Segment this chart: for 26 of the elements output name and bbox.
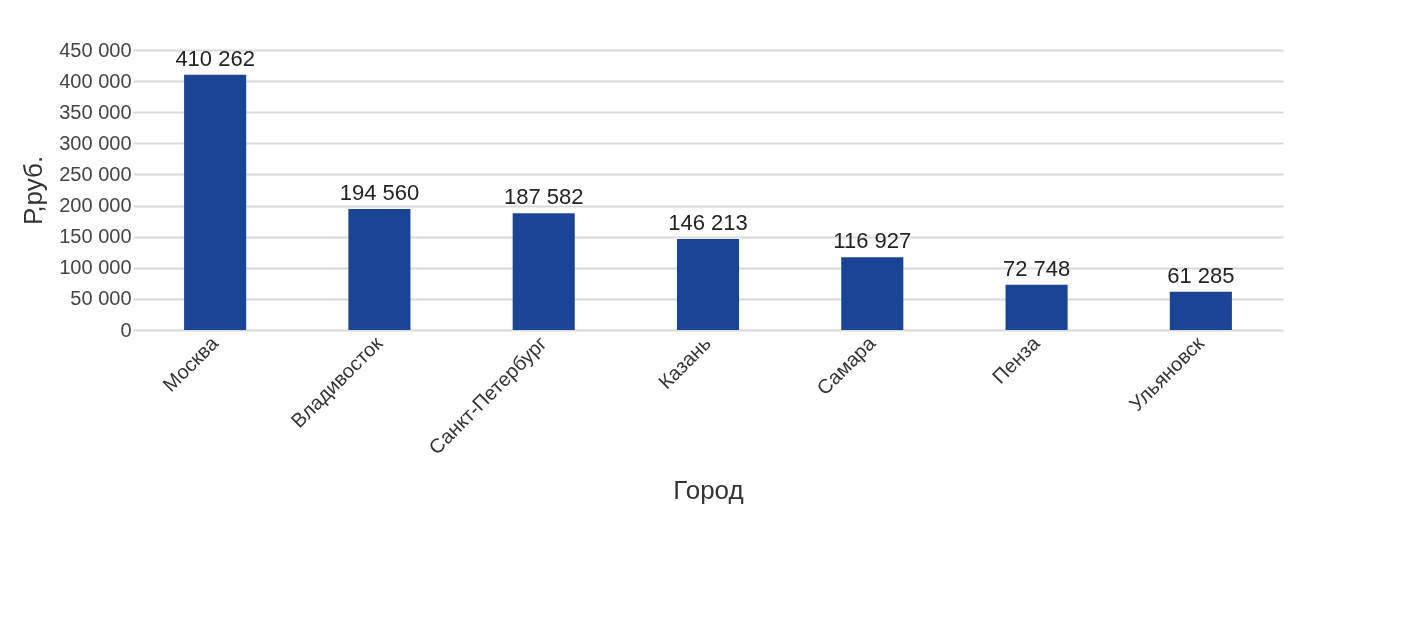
y-tick-label: 0 [120, 318, 132, 341]
y-tick-label: 250 000 [59, 162, 132, 185]
y-tick-label: 100 000 [59, 256, 132, 279]
y-axis-title: Р,руб. [18, 155, 49, 226]
y-tick-label: 400 000 [59, 69, 132, 92]
y-tick-label: 150 000 [59, 225, 132, 248]
y-tick-label: 300 000 [59, 131, 132, 154]
bar [1169, 291, 1232, 330]
data-label: 187 582 [503, 184, 584, 210]
bar [348, 208, 411, 330]
y-tick-label: 350 000 [59, 100, 132, 123]
data-label: 410 262 [175, 45, 255, 71]
data-label: 116 927 [833, 228, 912, 254]
data-label: 72 748 [1002, 255, 1071, 281]
data-label: 194 560 [339, 179, 420, 205]
data-label: 146 213 [668, 210, 748, 236]
data-label: 61 285 [1167, 262, 1235, 288]
bar [512, 213, 575, 330]
bar [841, 257, 904, 330]
bar [184, 74, 247, 330]
bar [676, 239, 740, 330]
bar [1005, 284, 1068, 330]
y-tick-label: 450 000 [59, 38, 132, 61]
y-tick-label: 50 000 [70, 287, 132, 310]
x-axis-title: Город [673, 475, 744, 506]
y-tick-label: 200 000 [59, 194, 132, 217]
